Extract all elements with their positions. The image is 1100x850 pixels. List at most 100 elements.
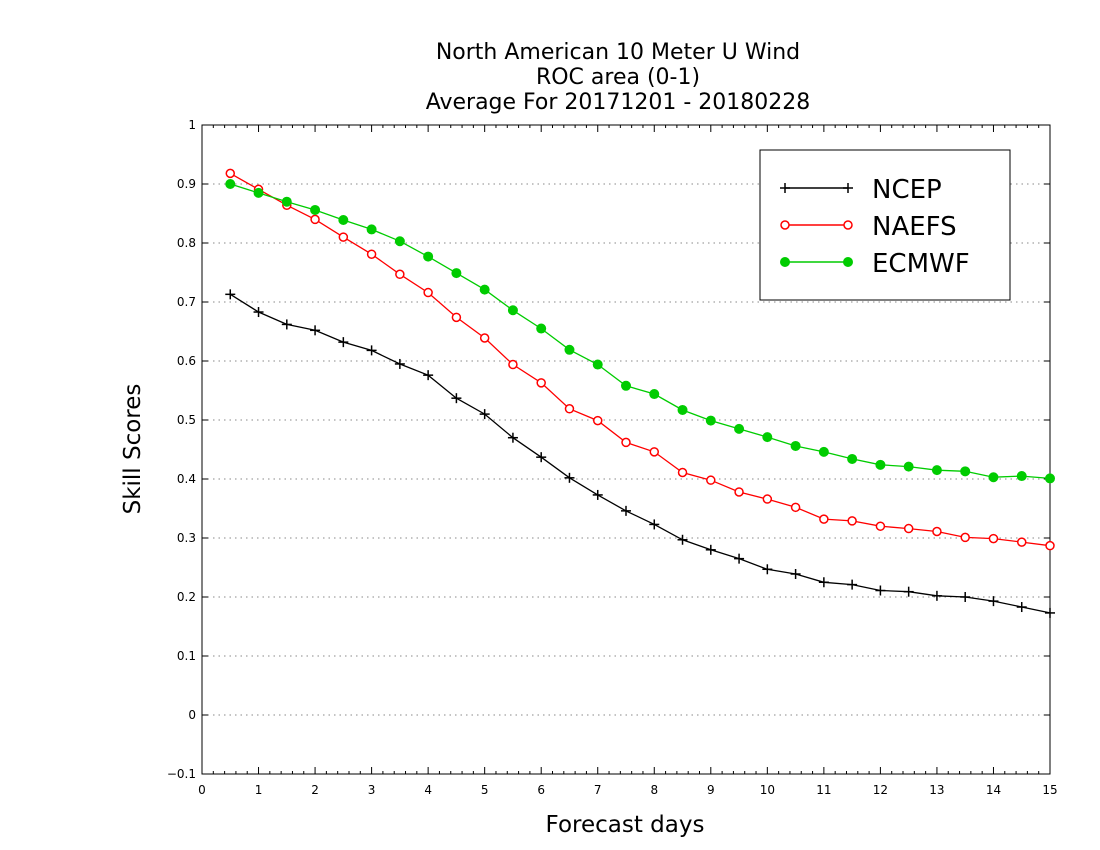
series-ncep xyxy=(225,289,1055,618)
data-point-naefs xyxy=(479,333,490,343)
data-point-ecmwf xyxy=(1045,473,1055,484)
data-point-ncep xyxy=(649,519,660,530)
grid-lines xyxy=(202,183,1050,716)
data-point-ncep xyxy=(847,579,858,590)
data-point-ncep xyxy=(875,585,886,596)
series-line-naefs xyxy=(229,172,1051,547)
data-point-ncep xyxy=(253,307,264,318)
data-point-ecmwf xyxy=(1016,471,1027,482)
legend-item-naefs: NAEFS xyxy=(780,212,957,242)
data-point-naefs xyxy=(310,214,320,225)
y-tick-label: 0.9 xyxy=(177,177,196,191)
legend-marker xyxy=(843,257,853,267)
data-point-naefs xyxy=(932,526,942,537)
data-point-ncep xyxy=(451,393,462,404)
y-axis-label: Skill Scores xyxy=(120,384,146,515)
data-point-ecmwf xyxy=(366,224,377,235)
y-tick-label: 0.4 xyxy=(177,472,196,486)
legend-marker xyxy=(843,220,853,230)
title-line-3: Average For 20171201 - 20180228 xyxy=(426,90,811,115)
data-point-ecmwf xyxy=(281,196,292,207)
data-point-ncep xyxy=(394,358,405,369)
x-tick-label: 3 xyxy=(368,783,376,797)
data-point-naefs xyxy=(536,378,546,388)
data-point-ecmwf xyxy=(621,380,631,391)
x-tick-label: 2 xyxy=(311,783,319,797)
x-tick-label: 11 xyxy=(816,783,831,797)
legend-label: NAEFS xyxy=(872,212,957,242)
data-point-ncep xyxy=(281,319,292,330)
data-point-ecmwf xyxy=(507,305,518,316)
data-point-ecmwf xyxy=(564,344,575,355)
y-axis: −0.1 0 0.1 0.2 0.3 0.4 0.5 0.6 0.7 0.8 0.9 1 xyxy=(167,118,1050,781)
data-point-ncep xyxy=(762,564,773,575)
data-point-ncep xyxy=(677,534,688,545)
data-point-ecmwf xyxy=(253,187,264,198)
x-tick-label: 1 xyxy=(255,783,263,797)
title-line-2: ROC area (0-1) xyxy=(536,65,700,90)
data-point-ncep xyxy=(423,370,434,381)
data-point-ncep xyxy=(507,432,518,443)
data-point-ncep xyxy=(1045,607,1055,618)
data-point-ecmwf xyxy=(338,214,349,225)
x-tick-label: 14 xyxy=(986,783,1001,797)
data-point-ncep xyxy=(366,345,377,356)
data-point-naefs xyxy=(706,475,716,485)
data-point-ncep xyxy=(338,337,349,348)
legend-marker xyxy=(780,220,790,230)
x-tick-label: 0 xyxy=(198,783,206,797)
x-axis-label: Forecast days xyxy=(546,812,705,838)
data-point-naefs xyxy=(508,359,518,370)
legend: NCEP NAEFS ECMWF xyxy=(759,149,1011,301)
x-tick-label: 10 xyxy=(760,783,775,797)
data-point-ecmwf xyxy=(479,284,490,295)
y-tick-label: 0.2 xyxy=(177,590,196,604)
legend-marker xyxy=(780,183,790,193)
x-tick-label: 4 xyxy=(424,783,432,797)
data-point-ecmwf xyxy=(875,459,886,470)
data-point-ecmwf xyxy=(394,236,405,247)
data-point-ecmwf xyxy=(225,179,236,189)
data-point-ecmwf xyxy=(931,465,942,476)
data-point-naefs xyxy=(338,232,349,242)
data-point-ncep xyxy=(225,289,236,300)
data-point-ecmwf xyxy=(903,461,914,472)
data-point-naefs xyxy=(1016,537,1027,547)
data-point-ncep xyxy=(479,409,490,420)
data-point-ncep xyxy=(536,452,547,463)
data-point-ecmwf xyxy=(423,251,434,262)
data-point-naefs xyxy=(395,269,405,280)
data-point-ecmwf xyxy=(451,268,462,279)
data-point-ecmwf xyxy=(705,415,716,426)
data-point-naefs xyxy=(847,516,857,526)
data-point-naefs xyxy=(621,437,631,448)
data-point-ncep xyxy=(1016,602,1027,613)
data-point-ncep xyxy=(564,472,575,483)
plot-frame xyxy=(201,124,1051,775)
data-point-ncep xyxy=(790,568,801,579)
data-point-naefs xyxy=(564,404,575,414)
data-point-ecmwf xyxy=(960,466,971,477)
data-point-naefs xyxy=(592,415,603,426)
data-point-ecmwf xyxy=(818,446,829,457)
data-point-ncep xyxy=(621,505,631,516)
data-point-ncep xyxy=(960,592,971,602)
legend-item-ncep: NCEP xyxy=(780,175,942,205)
data-point-ncep xyxy=(592,489,603,500)
data-point-naefs xyxy=(875,521,886,531)
y-tick-label: 0.1 xyxy=(177,649,196,663)
legend-label: NCEP xyxy=(872,175,942,205)
chart-title: North American 10 Meter U Wind ROC area … xyxy=(426,40,811,115)
data-point-ecmwf xyxy=(649,389,660,400)
data-point-naefs xyxy=(819,514,829,524)
legend-marker xyxy=(843,183,853,193)
series-ecmwf xyxy=(225,179,1055,484)
x-tick-label: 6 xyxy=(537,783,545,797)
data-point-ecmwf xyxy=(734,423,745,434)
data-point-naefs xyxy=(903,523,914,534)
data-point-naefs xyxy=(790,502,801,513)
data-point-ncep xyxy=(705,544,716,555)
y-tick-label: 0.6 xyxy=(177,354,196,368)
data-point-ncep xyxy=(903,586,914,597)
